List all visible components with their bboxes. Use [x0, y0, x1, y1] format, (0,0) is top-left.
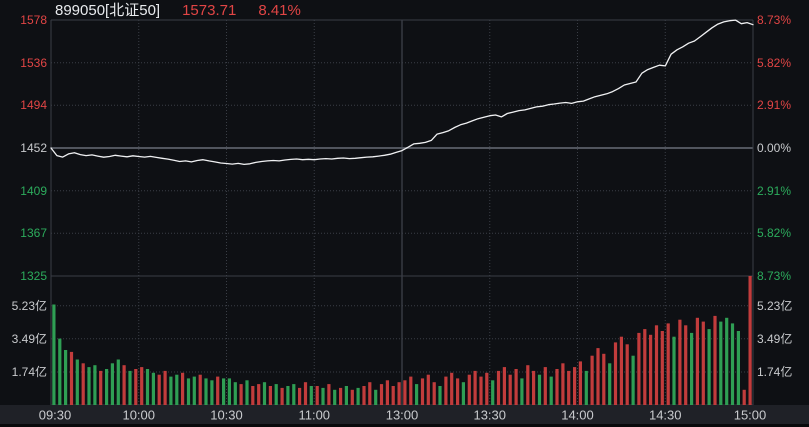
- volume-axis-label: 3.49亿: [757, 331, 793, 346]
- price-axis-label: 1409: [20, 183, 47, 198]
- time-axis-label: 10:30: [210, 407, 243, 422]
- volume-axis-label: 1.74亿: [757, 365, 793, 379]
- time-axis-label: 14:30: [648, 407, 682, 422]
- price-axis-label: 1452: [20, 141, 47, 155]
- time-axis-label: 14:00: [561, 407, 594, 422]
- time-axis: 09:30 10:00 10:30 11:00 13:00 13:30 14:00 14:30…: [0, 405, 809, 424]
- change-percent: 8.41%: [258, 2, 301, 19]
- percent-axis-label: 5.82%: [757, 226, 792, 241]
- volume-axis-label: 3.49亿: [11, 331, 47, 346]
- price-line: [50, 19, 754, 166]
- time-axis-label: 09:30: [38, 407, 72, 422]
- time-axis-label: 10:00: [122, 407, 156, 422]
- price-axis-label: 1536: [20, 55, 47, 70]
- time-axis-label: 11:00: [298, 407, 331, 422]
- time-axis-label: 13:30: [473, 407, 507, 422]
- volume-bars: [52, 276, 752, 405]
- percent-axis-label: 2.91%: [757, 98, 792, 113]
- price-axis-label: 1494: [20, 98, 47, 113]
- volume-axis-label: 5.23亿: [11, 298, 47, 313]
- time-axis-label: 13:00: [385, 407, 419, 422]
- window-bottom-edge: [0, 424, 809, 427]
- price-axis-label: 1325: [20, 269, 47, 283]
- volume-axis-label: 5.23亿: [757, 298, 793, 313]
- percent-axis-label: 2.91%: [757, 183, 792, 198]
- price-axis-label: 1367: [20, 226, 47, 241]
- percent-axis-label: 8.73%: [757, 13, 792, 27]
- last-price: 1573.71: [182, 2, 237, 19]
- volume-axis-label: 1.74亿: [11, 365, 47, 379]
- price-axis-label: 1578: [20, 13, 47, 27]
- percent-axis-label: 5.82%: [757, 55, 792, 70]
- quote-header: 899050[北证50] 1573.71 8.41%: [55, 2, 301, 20]
- percent-axis-label: 0.00%: [757, 141, 792, 155]
- time-axis-label: 15:00: [733, 407, 767, 422]
- percent-axis-label: 8.73%: [757, 269, 792, 283]
- symbol-name: 899050[北证50]: [55, 2, 161, 19]
